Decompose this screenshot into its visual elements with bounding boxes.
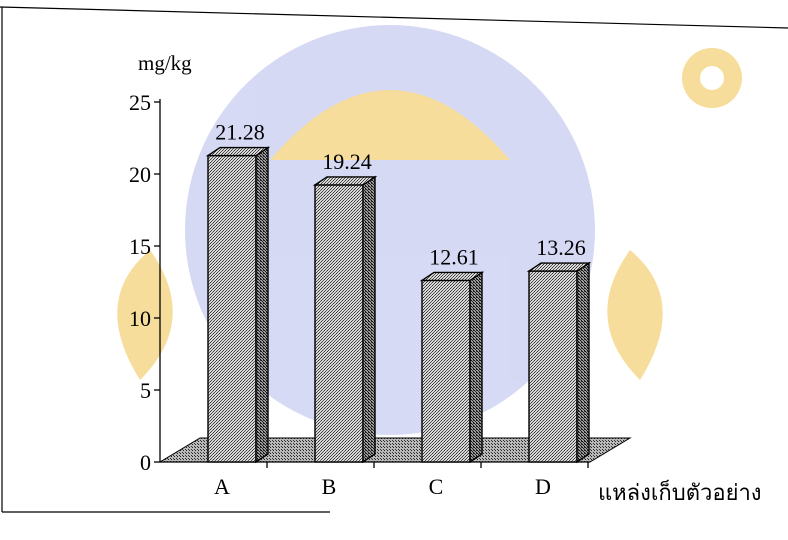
bar-front-face	[314, 184, 364, 463]
bar-top-face	[312, 176, 378, 186]
y-tick-label: 15	[129, 234, 151, 259]
bar-a: 21.28	[205, 120, 271, 464]
y-tick-label: 25	[129, 90, 151, 115]
y-tick-label: 20	[129, 162, 151, 187]
bar-top-face	[526, 262, 592, 272]
bar-side-face	[576, 261, 590, 464]
bar-value-label: 21.28	[215, 120, 265, 145]
x-tick-label: B	[322, 474, 337, 499]
x-tick-label: C	[429, 474, 444, 499]
bar-front-face	[528, 270, 578, 463]
x-tick-label: A	[214, 474, 230, 499]
bar-value-label: 13.26	[536, 235, 586, 260]
bar-side-face	[362, 175, 376, 464]
bar-d: 13.26	[526, 235, 592, 464]
bar-b: 19.24	[312, 149, 378, 464]
y-tick-label: 5	[140, 378, 151, 403]
flower-icon	[682, 48, 742, 108]
bar-top-face	[419, 271, 485, 282]
x-axis-label: แหล่งเก็บตัวอย่าง	[598, 478, 762, 506]
bar-front-face	[421, 279, 471, 463]
y-axis-label: mg/kg	[138, 51, 192, 75]
x-tick-label: D	[535, 474, 551, 499]
bar-front-face	[207, 154, 257, 463]
y-tick-label: 10	[129, 306, 151, 331]
bar-value-label: 12.61	[429, 244, 479, 269]
bar-side-face	[469, 271, 483, 464]
frame-top-line	[0, 6, 788, 29]
y-tick-label: 0	[140, 450, 151, 475]
bar-side-face	[255, 146, 269, 464]
bar-c: 12.61	[419, 244, 485, 464]
watermark-seal	[117, 25, 742, 435]
bar-value-label: 19.24	[322, 149, 372, 174]
bar-top-face	[205, 146, 271, 157]
